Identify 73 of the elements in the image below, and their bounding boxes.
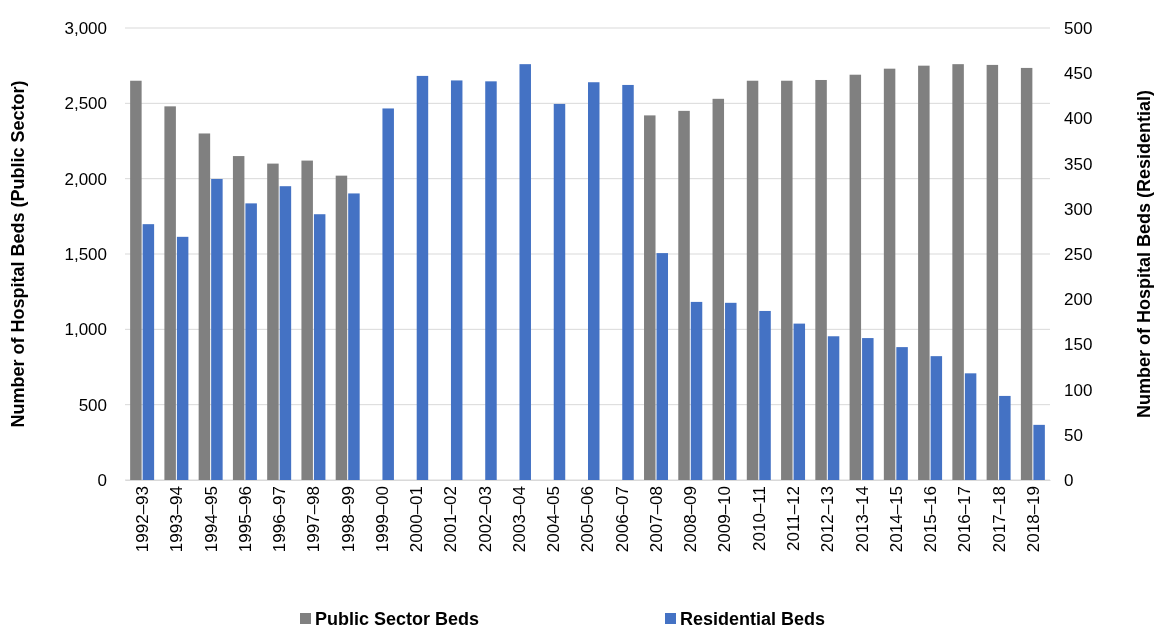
bar <box>746 80 759 480</box>
x-tick-label: 2006–07 <box>612 486 632 553</box>
y2-tick-label: 100 <box>1064 380 1093 400</box>
bar <box>382 108 394 480</box>
x-tick-label: 1998–99 <box>338 486 358 553</box>
y-tick-label: 2,500 <box>64 94 107 114</box>
x-tick-label: 1999–00 <box>372 486 392 553</box>
x-tick-label: 2007–08 <box>646 486 666 553</box>
legend-label: Public Sector Beds <box>315 609 480 629</box>
y2-tick-label: 0 <box>1064 470 1074 490</box>
y2-tick-label: 150 <box>1064 335 1093 355</box>
y-tick-label: 1,500 <box>64 244 107 264</box>
x-tick-label: 1994–95 <box>201 486 221 553</box>
bar <box>918 65 930 480</box>
x-tick-label: 2000–01 <box>407 486 427 553</box>
bar <box>986 64 999 480</box>
y2-tick-label: 350 <box>1064 154 1093 174</box>
bar <box>712 98 725 480</box>
y-tick-label: 3,000 <box>64 18 107 38</box>
x-tick-label: 1995–96 <box>235 486 255 553</box>
y-tick-label: 500 <box>78 395 107 415</box>
bar <box>815 79 827 480</box>
bar <box>952 64 964 480</box>
x-tick-label: 1997–98 <box>304 486 324 553</box>
bar <box>553 103 566 480</box>
bar <box>999 395 1011 480</box>
x-tick-label: 2001–02 <box>441 486 461 553</box>
bar <box>930 356 943 480</box>
x-tick-label: 2004–05 <box>544 486 564 553</box>
y-tick-label: 2,000 <box>64 169 107 189</box>
y2-tick-label: 450 <box>1064 64 1093 84</box>
x-tick-label: 1992–93 <box>133 486 153 553</box>
x-tick-label: 2018–19 <box>1023 486 1043 553</box>
bar <box>896 347 908 480</box>
bar <box>1020 67 1033 480</box>
bar <box>416 75 429 480</box>
x-tick-label: 2013–14 <box>852 486 872 553</box>
y-tick-label: 1,000 <box>64 320 107 340</box>
bar <box>622 84 634 480</box>
x-tick-label: 2017–18 <box>989 486 1009 553</box>
y-tick-label: 0 <box>97 470 107 490</box>
bar <box>450 80 463 480</box>
bar <box>964 373 977 480</box>
x-tick-label: 2014–15 <box>886 486 906 553</box>
bar <box>781 80 793 480</box>
bar <box>883 68 896 480</box>
bar <box>519 64 531 480</box>
x-tick-label: 2008–09 <box>681 486 701 553</box>
x-tick-label: 2011–12 <box>784 486 804 551</box>
x-tick-label: 2003–04 <box>509 486 529 553</box>
x-tick-label: 2005–06 <box>578 486 598 553</box>
y2-tick-label: 500 <box>1064 18 1093 38</box>
y2-axis-title: Number of Hospital Beds (Residential) <box>1134 89 1154 419</box>
x-tick-label: 2010–11 <box>749 486 769 551</box>
x-tick-label: 2002–03 <box>475 486 495 553</box>
x-tick-label: 1996–97 <box>270 486 290 553</box>
x-tick-label: 2012–13 <box>818 486 838 553</box>
x-tick-label: 2016–17 <box>955 486 975 553</box>
bar <box>678 110 690 480</box>
y-axis-title: Number of Hospital Beds (Public Sector) <box>8 80 28 428</box>
y2-tick-label: 400 <box>1064 109 1093 129</box>
x-tick-label: 1993–94 <box>167 486 187 553</box>
bar <box>1033 424 1045 480</box>
bar <box>485 81 497 480</box>
legend-label: Residential Beds <box>680 609 826 629</box>
y2-tick-label: 300 <box>1064 199 1093 219</box>
y2-tick-label: 200 <box>1064 290 1093 310</box>
bar <box>588 82 600 480</box>
x-tick-label: 2015–16 <box>921 486 941 553</box>
y2-tick-label: 250 <box>1064 244 1093 264</box>
x-tick-label: 2009–10 <box>715 486 735 553</box>
y2-tick-label: 50 <box>1064 425 1083 445</box>
bar <box>849 74 862 480</box>
